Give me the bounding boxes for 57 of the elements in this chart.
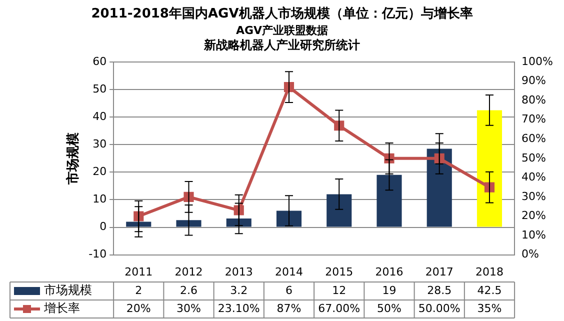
bar [426, 148, 452, 227]
y-tick-label: 60 [92, 54, 107, 68]
bar [476, 110, 502, 227]
y2-tick-label: 0% [522, 248, 540, 261]
y-tick-label: 20 [92, 165, 107, 178]
chart-title: 2011-2018年国内AGV机器人市场规模（单位：亿元）与增长率 [91, 5, 473, 22]
data-label: 50.00% [418, 302, 460, 315]
data-label: 20% [126, 302, 151, 315]
x-tick-label: 2012 [174, 265, 203, 278]
chart-subtitle: AGV产业联盟数据 [236, 24, 328, 37]
x-tick-label: 2017 [425, 265, 454, 278]
x-tick-label: 2015 [325, 265, 354, 278]
y-tick-label: 10 [92, 192, 107, 206]
data-label: 2 [135, 284, 142, 297]
bar [276, 210, 302, 227]
x-tick-label: 2016 [375, 265, 404, 278]
y2-tick-label: 40% [522, 170, 546, 184]
data-label: 23.10% [218, 302, 260, 315]
y2-tick-label: 10% [522, 228, 546, 242]
data-label: 19 [382, 284, 396, 297]
y2-tick-label: 100% [522, 54, 554, 68]
y-tick-label: 50 [92, 82, 107, 96]
y-axis-title: 市场规模 [65, 132, 82, 186]
y-tick-label: 30 [92, 137, 107, 150]
y-tick-label: -10 [88, 248, 107, 261]
y2-tick-label: 80% [522, 93, 546, 106]
y2-tick-label: 90% [522, 74, 546, 88]
data-label: 12 [332, 284, 346, 297]
y2-tick-label: 20% [522, 209, 546, 222]
data-label: 28.5 [427, 284, 452, 297]
data-label: 50% [377, 302, 402, 315]
y2-tick-label: 30% [522, 190, 546, 203]
y-tick-label: 40 [92, 110, 107, 123]
x-tick-label: 2013 [224, 265, 253, 278]
legend-label: 增长率 [43, 301, 80, 316]
bar [376, 174, 402, 227]
x-tick-label: 2018 [475, 265, 504, 278]
data-label: 67.00% [318, 302, 360, 315]
bar [326, 194, 352, 227]
data-label: 35% [477, 302, 502, 315]
y2-tick-label: 70% [522, 112, 546, 126]
data-label: 42.5 [477, 284, 502, 297]
y2-tick-label: 60% [522, 132, 546, 145]
y2-tick-label: 50% [522, 151, 546, 164]
data-label: 3.2 [230, 284, 248, 297]
data-label: 6 [286, 284, 292, 297]
bar [226, 218, 252, 227]
x-tick-label: 2011 [124, 265, 153, 278]
data-label: 87% [276, 302, 302, 315]
text: 新战略机器人产业研究所统计 [203, 38, 360, 52]
x-tick-label: 2014 [275, 265, 303, 278]
legend-label: 市场规模 [44, 283, 92, 298]
bar [126, 222, 152, 227]
data-label: 30% [176, 302, 201, 315]
data-label: 2.6 [180, 284, 198, 297]
y-tick-label: 0 [100, 220, 107, 234]
bar [176, 220, 202, 227]
